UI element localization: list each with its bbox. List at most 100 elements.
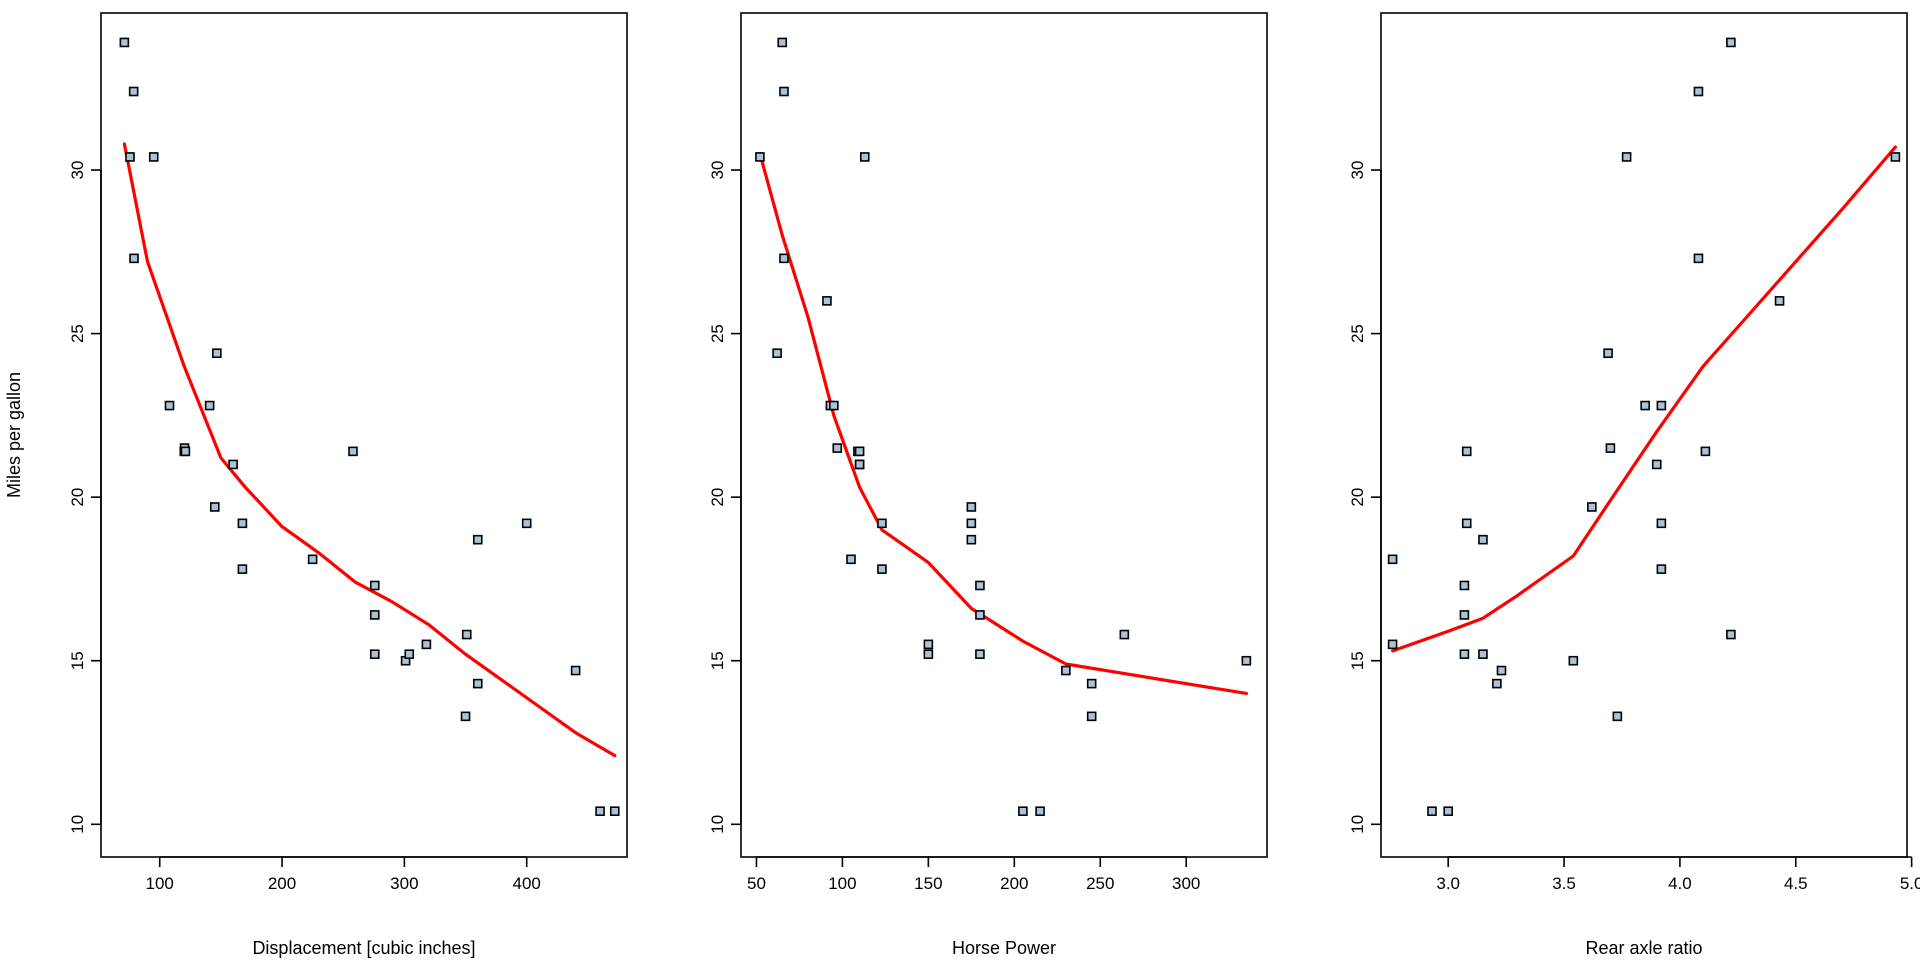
x-axis: 100 200 300 400 <box>146 856 541 893</box>
y-tick-label: 20 <box>708 488 727 507</box>
data-point <box>777 37 788 48</box>
y-tick-label: 30 <box>68 161 87 180</box>
data-point <box>1241 655 1252 666</box>
data-point <box>1018 806 1028 817</box>
data-point <box>1459 580 1470 591</box>
data-point <box>1656 518 1667 529</box>
data-point <box>148 152 159 162</box>
data-point <box>1478 534 1488 545</box>
x-tick-label: 300 <box>390 874 418 893</box>
data-point <box>877 518 887 529</box>
data-point <box>854 459 865 470</box>
data-point <box>521 518 532 529</box>
data-point <box>779 86 789 97</box>
data-point <box>1656 400 1667 411</box>
data-point <box>1496 665 1507 676</box>
x-tick-label: 300 <box>1172 874 1200 893</box>
data-point <box>772 348 782 359</box>
x-tick-label: 4.5 <box>1784 874 1808 893</box>
data-point <box>119 37 130 48</box>
data-point <box>129 253 139 264</box>
data-point <box>369 580 380 591</box>
y-tick-label: 15 <box>68 651 87 670</box>
data-point <box>1035 806 1045 817</box>
plot-frame <box>740 12 1268 858</box>
fit-line <box>1390 145 1898 653</box>
data-point <box>595 806 605 817</box>
x-tick-label: 50 <box>747 874 766 893</box>
data-point <box>829 400 839 411</box>
x-tick-label: 4.0 <box>1668 874 1692 893</box>
points-layer <box>1387 37 1901 817</box>
data-point <box>822 296 832 306</box>
x-axis-title: Displacement [cubic inches] <box>252 938 475 958</box>
data-point <box>609 806 620 817</box>
data-point <box>966 502 977 512</box>
points-layer <box>755 37 1252 817</box>
data-point <box>125 152 135 162</box>
data-point <box>570 665 581 676</box>
data-point <box>1568 655 1579 666</box>
plot-frame <box>100 12 628 858</box>
y-tick-label: 25 <box>708 324 727 343</box>
data-point <box>1387 639 1398 650</box>
data-point <box>846 554 856 565</box>
data-point <box>1700 446 1711 457</box>
data-point <box>755 152 765 162</box>
data-point <box>404 649 415 659</box>
data-point <box>1726 37 1736 48</box>
y-axis-title: Miles per gallon <box>4 372 24 498</box>
y-tick-label: 15 <box>1348 651 1367 670</box>
data-point <box>1387 554 1398 565</box>
data-point <box>209 502 220 512</box>
fit-layer <box>1390 145 1898 653</box>
data-point <box>1427 806 1437 817</box>
data-point <box>1443 806 1453 817</box>
x-tick-label: 250 <box>1086 874 1114 893</box>
data-point <box>237 518 248 529</box>
y-tick-label: 30 <box>708 161 727 180</box>
data-point <box>1774 296 1785 306</box>
y-tick-label: 10 <box>708 815 727 834</box>
y-tick-label: 30 <box>1348 161 1367 180</box>
x-tick-label: 5.0 <box>1900 874 1920 893</box>
data-point <box>1119 629 1130 640</box>
x-axis: 3.0 3.5 4.0 4.5 5.0 <box>1436 856 1920 893</box>
data-point <box>1605 443 1616 453</box>
data-point <box>1461 446 1472 457</box>
y-tick-label: 25 <box>68 324 87 343</box>
data-point <box>832 443 843 453</box>
data-point <box>1612 711 1623 722</box>
data-point <box>1461 518 1472 529</box>
data-point <box>348 446 358 457</box>
x-tick-label: 200 <box>268 874 296 893</box>
y-axis: 10 15 20 25 30 <box>68 161 102 834</box>
data-point <box>307 554 318 565</box>
x-tick-label: 100 <box>828 874 856 893</box>
data-point <box>854 446 865 457</box>
x-tick-label: 150 <box>914 874 942 893</box>
data-point <box>204 400 215 411</box>
y-tick-label: 20 <box>68 488 87 507</box>
y-tick-label: 25 <box>1348 324 1367 343</box>
data-point <box>975 610 985 620</box>
data-point <box>923 639 934 650</box>
data-point <box>1656 564 1667 574</box>
x-axis-title: Horse Power <box>952 938 1056 958</box>
data-point <box>1492 678 1502 689</box>
fit-line <box>758 152 1249 696</box>
data-point <box>460 711 471 722</box>
data-point <box>1640 400 1650 411</box>
x-tick-label: 100 <box>146 874 174 893</box>
data-point <box>237 564 248 574</box>
data-point <box>212 348 222 359</box>
y-tick-label: 15 <box>708 651 727 670</box>
panel-rear-axle-ratio: 3.0 3.5 4.0 4.5 5.0 10 15 20 25 30 Rear axle rat… <box>1348 12 1920 958</box>
x-tick-label: 200 <box>1000 874 1028 893</box>
data-point <box>1459 649 1470 659</box>
x-tick-label: 400 <box>513 874 541 893</box>
data-point <box>923 649 934 659</box>
panel-horse-power: 50 100 150 200 250 300 10 15 20 25 30 Horse Power <box>708 12 1268 958</box>
data-point <box>1587 502 1597 512</box>
